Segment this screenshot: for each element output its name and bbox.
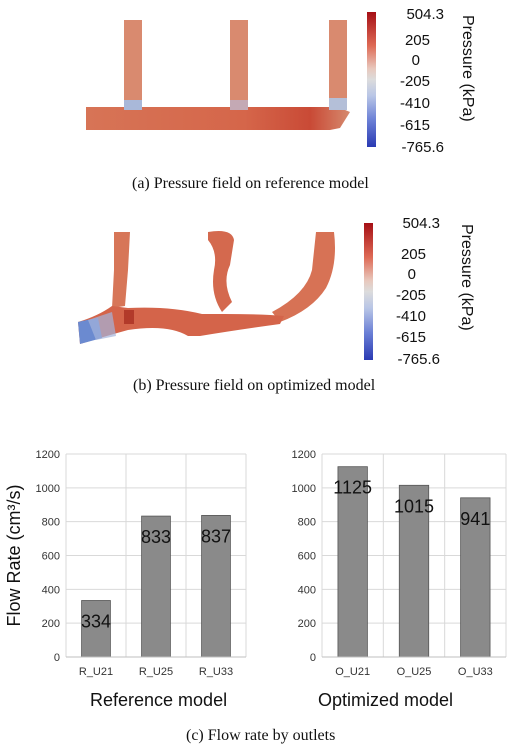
colorbar-b-title: Pressure (kPa): [458, 224, 475, 331]
y-tick-label: 1000: [292, 483, 316, 495]
y-tick-label: 800: [42, 517, 60, 529]
y-tick-label: 1200: [36, 449, 60, 461]
colorbar-b-label: -205: [395, 287, 426, 304]
optimized-chart-title: Optimized model: [318, 690, 454, 710]
colorbar-a-label: -410: [399, 95, 430, 112]
colorbar-b-label: -615: [395, 329, 426, 346]
x-tick-label: R_U21: [79, 666, 113, 678]
x-tick-label: O_U25: [397, 666, 432, 678]
colorbar-a-label: 504.3: [406, 6, 444, 23]
bar-value-label: 334: [81, 611, 111, 631]
bar-value-label: 1125: [333, 478, 372, 498]
reference-pressure-field: [86, 12, 376, 147]
x-tick-label: O_U33: [458, 666, 493, 678]
colorbar-b-gradient: [364, 223, 373, 360]
y-tick-label: 0: [54, 652, 60, 664]
colorbar-b-label: 0: [407, 266, 416, 283]
y-tick-label: 400: [42, 584, 60, 596]
bar-value-label: 941: [460, 509, 490, 529]
colorbar-b-label: -410: [395, 308, 426, 325]
bar-value-label: 837: [201, 526, 231, 546]
caption-a: (a) Pressure field on reference model: [132, 175, 369, 192]
bar-value-label: 833: [141, 527, 171, 547]
colorbar-b-label: 205: [400, 246, 426, 263]
y-tick-label: 1200: [292, 449, 316, 461]
colorbar-a-gradient: [367, 12, 376, 147]
bar: [398, 484, 430, 658]
bar-value-label: 1015: [394, 496, 434, 516]
optimized-model-geometry: [78, 231, 335, 344]
reference-model-geometry: [86, 20, 350, 130]
colorbar-a-label: 205: [404, 32, 430, 49]
caption-c: (c) Flow rate by outlets: [186, 727, 336, 744]
y-tick-label: 1000: [36, 483, 60, 495]
colorbar-a-label: 0: [411, 52, 420, 69]
colorbar-a-title: Pressure (kPa): [459, 15, 476, 122]
colorbar-a-label: -205: [399, 73, 430, 90]
caption-b: (b) Pressure field on optimized model: [133, 377, 376, 394]
colorbar-a-label: -765.6: [401, 139, 444, 156]
colorbar-a-label: -615: [399, 117, 430, 134]
y-tick-label: 600: [298, 551, 316, 563]
x-tick-label: O_U21: [335, 666, 370, 678]
bar: [337, 466, 368, 658]
colorbar-b-label: -765.6: [397, 351, 440, 368]
optimized-flow-rate-chart: 0 200 400 600 800 1000 1200 1125 O_U21 1015 O_U25 9…: [292, 449, 507, 678]
y-tick-label: 400: [298, 584, 316, 596]
reference-flow-rate-chart: 0 200 400 600 800 1000 1200 334 R_U21 833 R_U25 837…: [4, 449, 247, 678]
y-tick-label: 200: [298, 618, 316, 630]
optimized-pressure-field: [78, 223, 373, 360]
colorbar-b-label: 504.3: [402, 215, 440, 232]
y-tick-label: 200: [42, 618, 60, 630]
reference-chart-title: Reference model: [90, 690, 228, 710]
y-axis-label: Flow Rate (cm³/s): [4, 484, 24, 626]
y-tick-label: 600: [42, 551, 60, 563]
y-tick-label: 800: [298, 517, 316, 529]
x-tick-label: R_U33: [199, 666, 233, 678]
y-tick-label: 0: [310, 652, 316, 664]
x-tick-label: R_U25: [139, 666, 173, 678]
